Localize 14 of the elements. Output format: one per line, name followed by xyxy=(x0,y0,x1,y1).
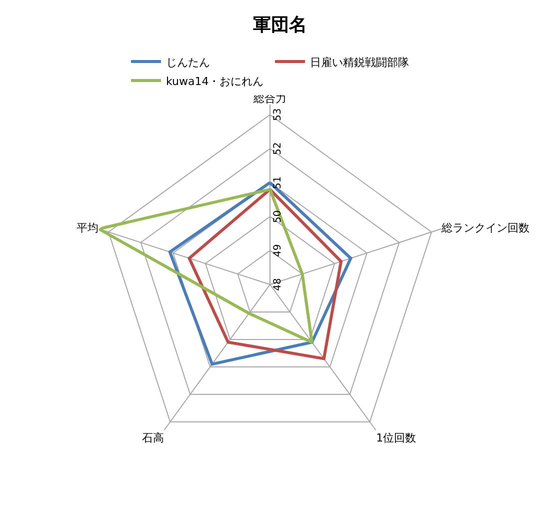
y-tick-label: 51 xyxy=(272,176,284,189)
y-tick-label: 49 xyxy=(272,244,284,257)
y-tick-label: 50 xyxy=(272,210,284,223)
y-tick-label: 53 xyxy=(272,108,284,122)
y-tick-label: 52 xyxy=(272,142,284,156)
spoke-label: 平均 xyxy=(76,222,98,235)
spoke-label: 1位回数 xyxy=(376,432,416,445)
y-tick-label: 48 xyxy=(272,278,284,291)
legend-label: じんたん xyxy=(166,56,210,69)
chart-title: 軍団名 xyxy=(253,14,307,36)
legend-label: kuwa14・おにれん xyxy=(166,74,264,88)
legend-label: 日雇い精鋭戦闘部隊 xyxy=(310,56,409,69)
spoke-label: 石高 xyxy=(142,432,164,445)
spoke-label: 総ランクイン回数 xyxy=(440,222,530,235)
